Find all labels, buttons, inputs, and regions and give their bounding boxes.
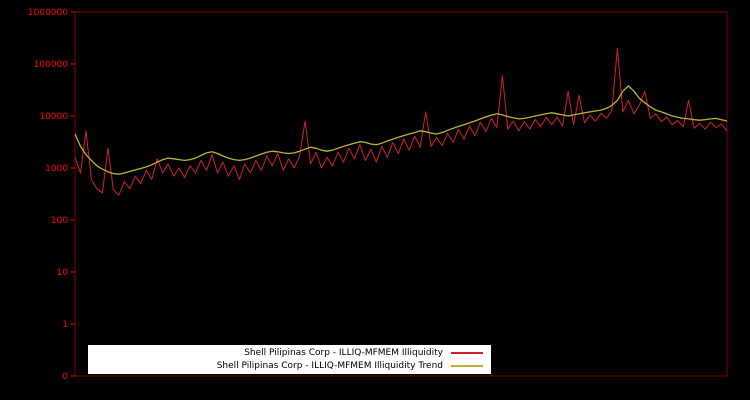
y-axis-tick-label: 1000000 — [28, 8, 68, 18]
legend-label-illiquidity: Shell Pilipinas Corp - ILLIQ-MFMEM Illiq… — [244, 348, 443, 358]
y-axis-tick-label: 1000 — [45, 164, 68, 174]
legend-item-illiquidity: Shell Pilipinas Corp - ILLIQ-MFMEM Illiq… — [96, 347, 483, 360]
legend-item-trend: Shell Pilipinas Corp - ILLIQ-MFMEM Illiq… — [96, 360, 483, 373]
y-axis-tick-label: 0 — [62, 372, 68, 382]
y-axis-tick-label: 10000 — [39, 112, 68, 122]
y-axis-tick-label: 10 — [57, 268, 69, 278]
y-axis-tick-label: 100 — [51, 216, 68, 226]
plot-border — [74, 11, 728, 377]
legend-line-sample-illiquidity — [451, 352, 483, 354]
legend-line-sample-trend — [451, 365, 483, 367]
y-axis-tick-label: 1 — [62, 320, 68, 330]
chart-legend: Shell Pilipinas Corp - ILLIQ-MFMEM Illiq… — [88, 345, 491, 374]
legend-label-trend: Shell Pilipinas Corp - ILLIQ-MFMEM Illiq… — [216, 361, 443, 371]
series-line-illiquidity — [74, 47, 728, 196]
y-axis-tick-label: 100000 — [34, 60, 69, 70]
series-line-trend — [74, 85, 728, 175]
